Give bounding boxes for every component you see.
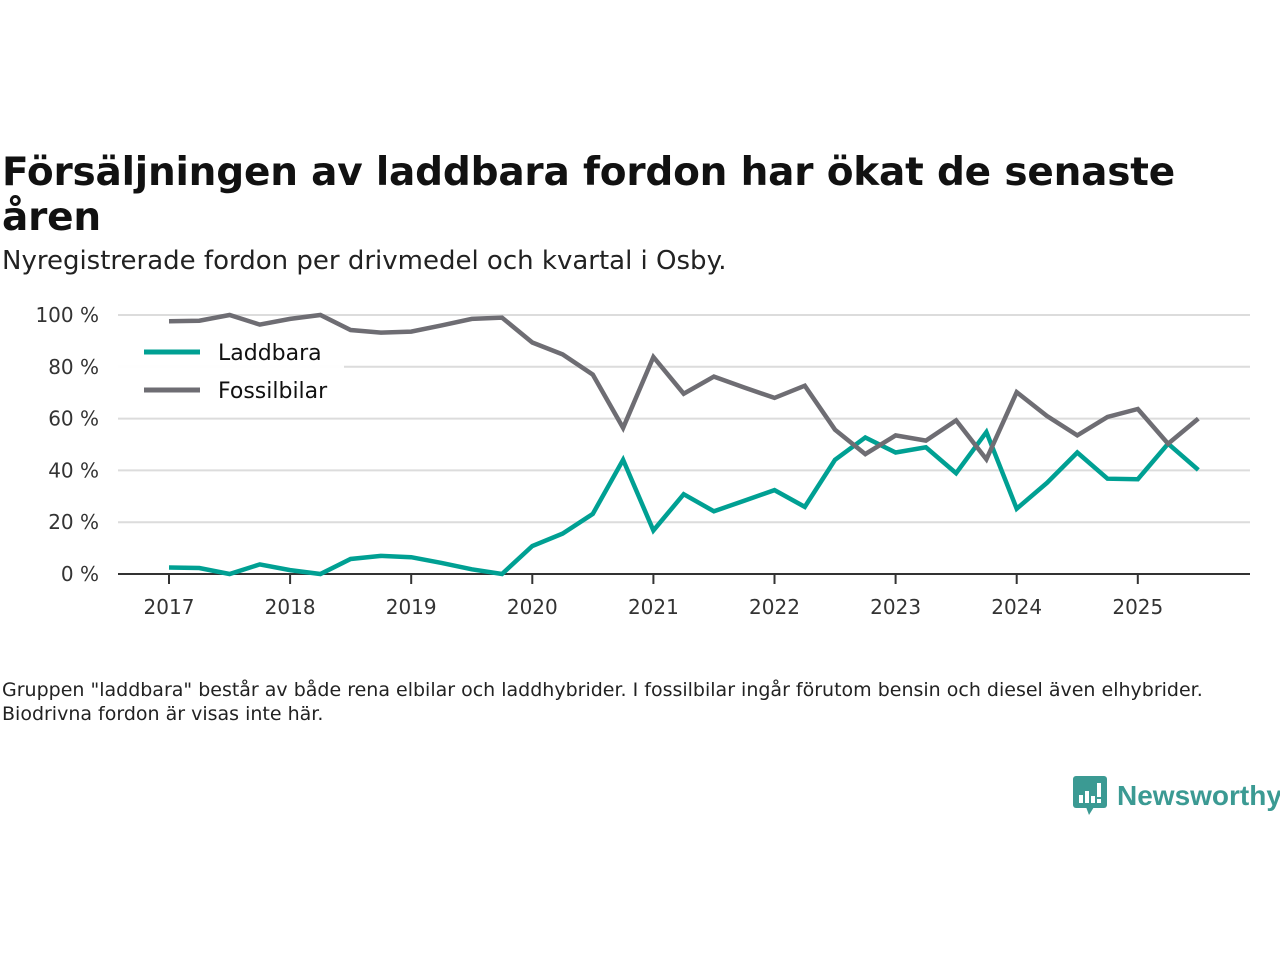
- x-tick-label: 2023: [870, 595, 921, 619]
- legend-label: Fossilbilar: [218, 379, 328, 404]
- x-tick-label: 2019: [386, 595, 437, 619]
- x-tick-label: 2024: [991, 595, 1042, 619]
- y-tick-label: 100 %: [35, 303, 99, 327]
- x-tick-label: 2017: [144, 595, 195, 619]
- x-tick-label: 2022: [749, 595, 800, 619]
- x-tick-label: 2018: [265, 595, 316, 619]
- y-tick-label: 40 %: [48, 458, 99, 482]
- newsworthy-chart-bubble-icon: [1073, 776, 1107, 815]
- series-line-laddbara: [168, 427, 1200, 577]
- x-tick-label: 2020: [507, 595, 558, 619]
- legend-label: Laddbara: [218, 341, 322, 366]
- chart-title: Försäljningen av laddbara fordon har öka…: [2, 150, 1175, 240]
- chart-subtitle: Nyregistrerade fordon per drivmedel och …: [2, 246, 727, 276]
- line-chart: 0 % 20 % 40 % 60 % 80 % 100 % 2017 2018 2019 202…: [35, 303, 1250, 619]
- series-lines: [168, 312, 1200, 577]
- footnote: Gruppen "laddbara" består av både rena e…: [2, 679, 1203, 725]
- y-tick-label: 0 %: [61, 562, 99, 586]
- series-line-fossilbilar: [168, 312, 1200, 464]
- y-tick-label: 80 %: [48, 355, 99, 379]
- x-axis: 2017 2018 2019 2020 2021 2022 2023 2024 2025: [118, 573, 1250, 619]
- logo-text: Newsworthy: [1117, 780, 1280, 811]
- newsworthy-logo: Newsworthy: [1073, 776, 1280, 816]
- x-tick-label: 2025: [1112, 595, 1163, 619]
- y-tick-label: 20 %: [48, 510, 99, 534]
- x-tick-label: 2021: [628, 595, 679, 619]
- y-tick-label: 60 %: [48, 407, 99, 431]
- y-axis: 0 % 20 % 40 % 60 % 80 % 100 %: [35, 303, 99, 586]
- legend: Laddbara Fossilbilar: [112, 332, 344, 416]
- legend-background: [112, 332, 344, 416]
